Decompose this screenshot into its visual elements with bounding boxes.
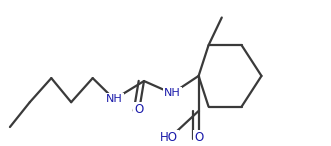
Text: HO: HO bbox=[160, 131, 178, 144]
Text: O: O bbox=[134, 103, 144, 116]
Text: NH: NH bbox=[106, 94, 122, 104]
Text: NH: NH bbox=[164, 88, 180, 98]
Text: O: O bbox=[194, 131, 203, 144]
